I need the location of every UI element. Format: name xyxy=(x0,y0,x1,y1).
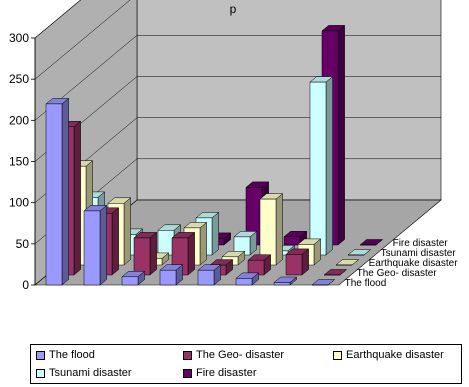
legend-label: The flood xyxy=(49,349,95,361)
legend-swatch xyxy=(36,350,45,360)
chart-title: p xyxy=(230,2,237,16)
legend-label: Earthquake disaster xyxy=(346,349,444,361)
legend-swatch xyxy=(183,350,192,360)
bar xyxy=(259,193,284,266)
bars xyxy=(45,24,384,286)
legend-swatch xyxy=(36,368,45,378)
series-depth-label: Earthquake disaster xyxy=(369,258,459,269)
y-tick-label: 0 xyxy=(22,278,29,292)
bar xyxy=(233,230,258,256)
legend-swatch xyxy=(333,350,342,360)
series-depth-label: The Geo- disaster xyxy=(357,268,438,279)
y-tick-label: 200 xyxy=(9,113,29,127)
legend-label: The Geo- disaster xyxy=(196,349,285,361)
bar xyxy=(347,249,372,256)
y-tick-label: 250 xyxy=(9,72,29,86)
legend-item: Earthquake disaster xyxy=(333,349,444,361)
bar xyxy=(273,276,298,286)
bar xyxy=(197,264,222,286)
bar xyxy=(133,231,158,276)
legend-item: Fire disaster xyxy=(183,367,257,379)
series-depth-label: The flood xyxy=(345,278,387,289)
bar xyxy=(335,259,360,266)
bar xyxy=(235,272,260,286)
series-depth-label: Fire disaster xyxy=(393,238,449,249)
gridline xyxy=(34,0,131,80)
legend-swatch xyxy=(183,368,192,378)
legend-item: The flood xyxy=(36,349,95,361)
bar xyxy=(311,279,336,286)
bar xyxy=(359,239,384,246)
series-depth-label: Tsunami disaster xyxy=(381,248,457,259)
legend-item: Tsunami disaster xyxy=(36,367,132,379)
y-tick-label: 150 xyxy=(9,155,29,169)
back-wall xyxy=(136,0,442,201)
bar xyxy=(83,204,108,286)
legend: The flood The Geo- disaster Earthquake dis… xyxy=(30,344,462,384)
bar xyxy=(121,270,146,286)
y-tick-label: 50 xyxy=(16,237,30,251)
bar xyxy=(323,269,348,276)
bar xyxy=(309,76,334,256)
legend-label: Tsunami disaster xyxy=(49,367,132,379)
legend-item: The Geo- disaster xyxy=(183,349,284,361)
y-axis: 0 50 100 150 200 250 300 xyxy=(9,31,36,292)
y-tick-label: 300 xyxy=(9,31,29,45)
bar xyxy=(247,254,272,276)
bar xyxy=(159,264,184,286)
gridline xyxy=(34,0,81,39)
bar xyxy=(45,97,70,286)
y-tick-label: 100 xyxy=(9,196,29,210)
bar xyxy=(285,248,310,276)
legend-label: Fire disaster xyxy=(196,367,257,379)
